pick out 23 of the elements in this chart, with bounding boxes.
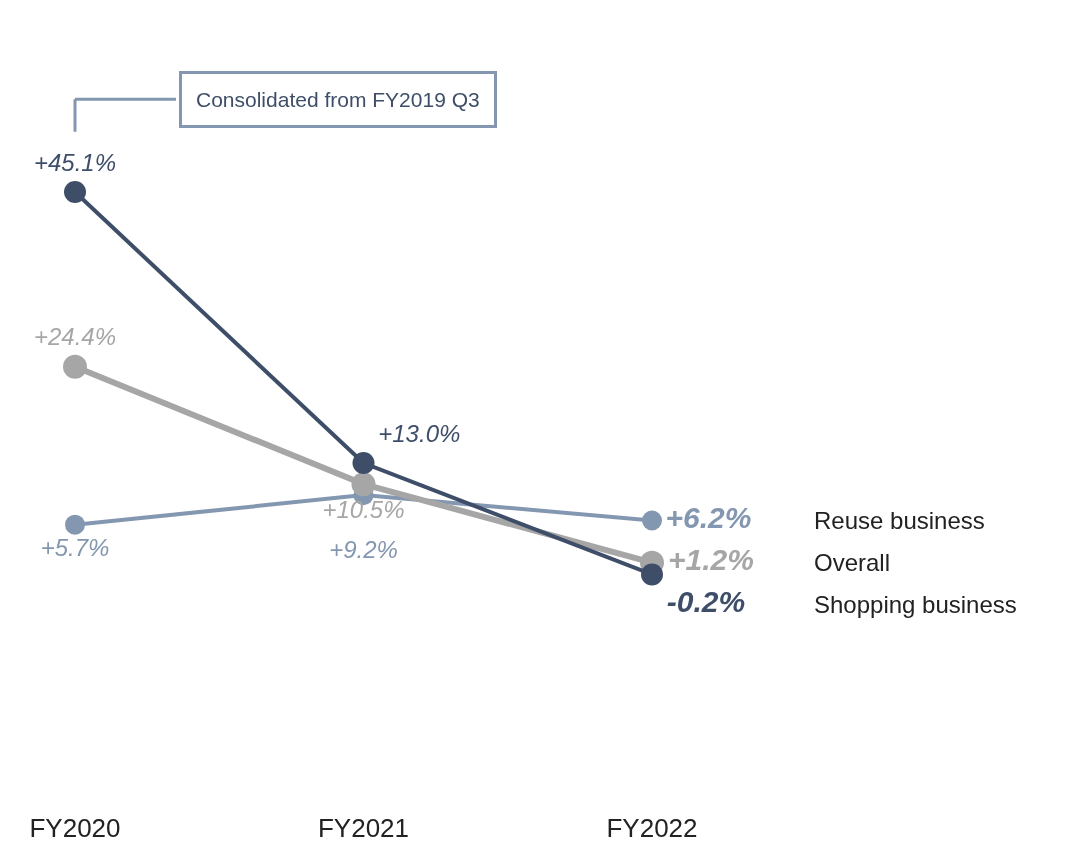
- data-label: +10.5%: [322, 496, 405, 524]
- point: [63, 354, 87, 379]
- point: [65, 514, 85, 535]
- x-tick-label: FY2022: [606, 813, 698, 843]
- point: [351, 472, 376, 497]
- point: [352, 452, 375, 475]
- data-label: +5.7%: [40, 534, 110, 562]
- data-label: -0.2%: [666, 584, 746, 618]
- point: [641, 563, 663, 586]
- data-label: +24.4%: [33, 322, 117, 350]
- x-tick-label: FY2020: [29, 813, 121, 843]
- text: Consolidated from FY2019 Q3: [196, 88, 480, 111]
- data-label: +6.2%: [665, 500, 752, 534]
- point: [64, 181, 86, 203]
- data-label: +9.2%: [329, 535, 398, 563]
- text: Reuse business: [814, 507, 985, 534]
- x-tick-label: FY2021: [317, 813, 410, 843]
- text: Overall: [814, 549, 891, 576]
- data-label: +45.1%: [33, 149, 117, 177]
- point: [642, 510, 662, 531]
- text: Shopping business: [814, 591, 1017, 618]
- data-label: +1.2%: [668, 543, 754, 577]
- data-label: +13.0%: [378, 420, 461, 448]
